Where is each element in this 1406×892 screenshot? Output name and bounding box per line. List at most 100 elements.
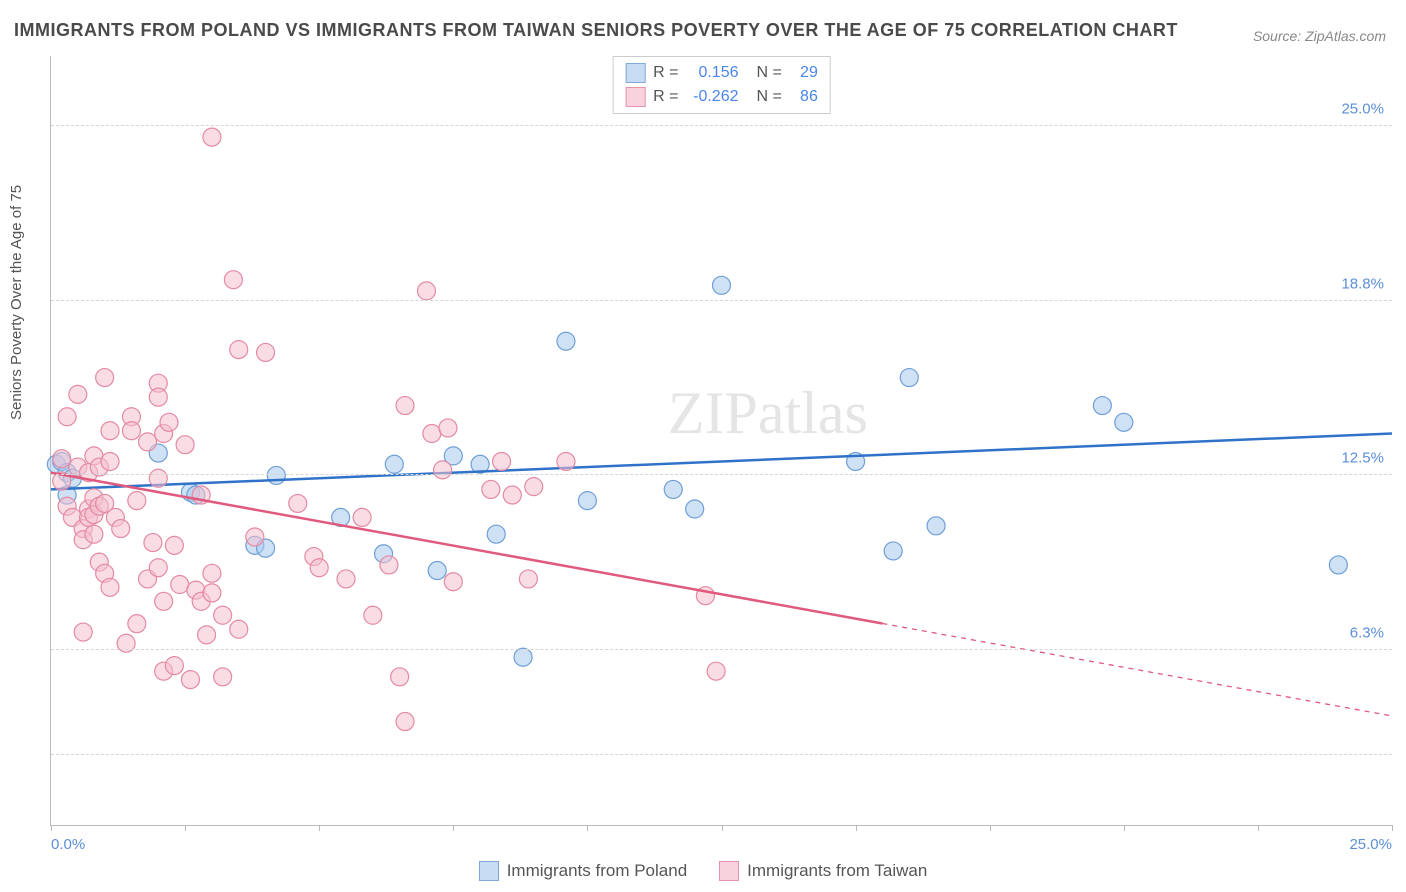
source-attribution: Source: ZipAtlas.com <box>1253 28 1386 44</box>
data-point <box>434 461 452 479</box>
series-legend: Immigrants from Poland Immigrants from Ta… <box>0 861 1406 886</box>
x-tick <box>587 825 588 831</box>
x-tick <box>722 825 723 831</box>
data-point <box>203 564 221 582</box>
chart-plot-area: ZIPatlas R =0.156N =29R =-0.262N =86 0.0… <box>50 56 1392 826</box>
data-point <box>144 534 162 552</box>
data-point <box>176 436 194 454</box>
data-point <box>1329 556 1347 574</box>
y-tick-label: 18.8% <box>1341 275 1384 292</box>
data-point <box>353 508 371 526</box>
data-point <box>310 559 328 577</box>
n-label: N = <box>757 85 782 109</box>
data-point <box>364 606 382 624</box>
data-point <box>514 648 532 666</box>
x-axis-max-label: 25.0% <box>1349 836 1392 853</box>
data-point <box>289 494 307 512</box>
x-tick <box>185 825 186 831</box>
data-point <box>101 452 119 470</box>
data-point <box>519 570 537 588</box>
data-point <box>149 469 167 487</box>
n-value: 86 <box>790 85 818 109</box>
data-point <box>380 556 398 574</box>
data-point <box>203 128 221 146</box>
x-tick <box>856 825 857 831</box>
y-tick-label: 6.3% <box>1350 625 1384 642</box>
data-point <box>267 466 285 484</box>
data-point <box>122 422 140 440</box>
data-point <box>423 425 441 443</box>
data-point <box>385 455 403 473</box>
legend-item: Immigrants from Poland <box>479 861 687 881</box>
data-point <box>337 570 355 588</box>
x-tick <box>453 825 454 831</box>
data-point <box>149 559 167 577</box>
data-point <box>391 668 409 686</box>
data-point <box>707 662 725 680</box>
data-point <box>482 480 500 498</box>
data-point <box>525 478 543 496</box>
data-point <box>112 520 130 538</box>
data-point <box>128 615 146 633</box>
legend-label: Immigrants from Taiwan <box>747 861 927 881</box>
data-point <box>493 452 511 470</box>
data-point <box>85 525 103 543</box>
trend-line <box>51 434 1392 490</box>
data-point <box>96 369 114 387</box>
data-point <box>230 620 248 638</box>
legend-swatch <box>625 63 645 83</box>
data-point <box>165 536 183 554</box>
data-point <box>230 341 248 359</box>
data-point <box>884 542 902 560</box>
data-point <box>214 668 232 686</box>
chart-title: IMMIGRANTS FROM POLAND VS IMMIGRANTS FRO… <box>14 20 1178 41</box>
data-point <box>101 578 119 596</box>
trend-line-extrapolated <box>882 623 1392 715</box>
data-point <box>101 422 119 440</box>
r-label: R = <box>653 61 678 85</box>
data-point <box>686 500 704 518</box>
gridline <box>51 300 1392 301</box>
data-point <box>181 671 199 689</box>
y-tick-label: 25.0% <box>1341 100 1384 117</box>
data-point <box>900 369 918 387</box>
data-point <box>428 562 446 580</box>
r-value: -0.262 <box>687 85 739 109</box>
scatter-plot-svg <box>51 56 1392 825</box>
data-point <box>214 606 232 624</box>
x-tick <box>1392 825 1393 831</box>
data-point <box>439 419 457 437</box>
legend-label: Immigrants from Poland <box>507 861 687 881</box>
data-point <box>1115 413 1133 431</box>
data-point <box>149 388 167 406</box>
x-tick <box>1258 825 1259 831</box>
data-point <box>74 623 92 641</box>
data-point <box>203 584 221 602</box>
data-point <box>578 492 596 510</box>
data-point <box>444 573 462 591</box>
x-tick <box>990 825 991 831</box>
data-point <box>58 408 76 426</box>
y-axis-label: Seniors Poverty Over the Age of 75 <box>8 185 25 420</box>
data-point <box>198 626 216 644</box>
data-point <box>53 450 71 468</box>
data-point <box>487 525 505 543</box>
gridline <box>51 754 1392 755</box>
y-tick-label: 12.5% <box>1341 450 1384 467</box>
legend-row: R =-0.262N =86 <box>625 85 818 109</box>
data-point <box>417 282 435 300</box>
correlation-legend: R = 0.156 N = 29R = -0.262 N = 86 <box>612 56 831 114</box>
x-tick <box>1124 825 1125 831</box>
legend-row: R = 0.156 N = 29 <box>625 61 818 85</box>
data-point <box>664 480 682 498</box>
r-value: 0.156 <box>687 61 739 85</box>
x-tick <box>51 825 52 831</box>
gridline <box>51 125 1392 126</box>
n-label: N = <box>757 61 782 85</box>
x-axis-min-label: 0.0% <box>51 836 85 853</box>
legend-swatch <box>625 87 645 107</box>
data-point <box>557 332 575 350</box>
x-tick <box>319 825 320 831</box>
data-point <box>557 452 575 470</box>
n-value: 29 <box>790 61 818 85</box>
